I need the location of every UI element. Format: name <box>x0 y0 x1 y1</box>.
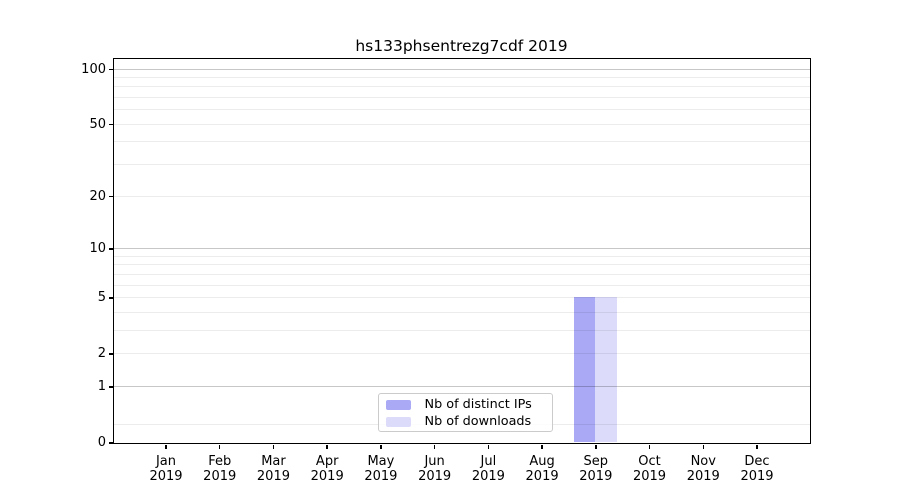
y-tick-mark-50 <box>108 124 113 126</box>
x-tick-label-may: May 2019 <box>341 454 421 484</box>
y-tick-label-100: 100 <box>81 61 106 77</box>
x-tick-mark-aug <box>541 444 543 449</box>
x-tick-mark-may <box>380 444 382 449</box>
x-tick-month: Sep <box>583 453 609 469</box>
x-tick-mark-jun <box>433 444 436 449</box>
x-tick-mark-nov <box>702 444 704 449</box>
x-tick-year: 2019 <box>579 468 613 484</box>
x-tick-mark-sep <box>595 444 597 449</box>
x-tick-year: 2019 <box>740 468 774 484</box>
x-tick-year: 2019 <box>149 468 183 484</box>
gridline-y-5 <box>113 296 810 298</box>
y-tick-label-2: 2 <box>97 346 106 362</box>
y-tick-mark-1 <box>108 386 113 388</box>
gridline-y-100 <box>113 68 810 70</box>
gridline-y-80 <box>113 86 810 88</box>
x-tick-month: Oct <box>638 453 661 469</box>
x-tick-year: 2019 <box>632 468 667 484</box>
y-tick-mark-5 <box>108 297 113 299</box>
y-tick-label-50: 50 <box>89 116 106 132</box>
x-tick-label-nov: Nov 2019 <box>663 454 743 484</box>
gridline-y-60 <box>113 109 810 111</box>
x-tick-label-apr: Apr 2019 <box>287 454 367 484</box>
gridline-y-3 <box>113 329 810 331</box>
x-tick-label-jun: Jun 2019 <box>395 454 475 484</box>
y-tick-label-20: 20 <box>89 188 106 204</box>
x-tick-month: Aug <box>529 453 555 469</box>
legend-label-nb-of-downloads: Nb of downloads <box>424 414 532 430</box>
x-tick-month: Jan <box>155 453 177 469</box>
y-tick-mark-100 <box>108 68 113 71</box>
y-tick-label-10: 10 <box>89 240 106 256</box>
y-tick-mark-2 <box>108 353 113 355</box>
x-tick-year: 2019 <box>310 468 344 484</box>
x-tick-label-jan: Jan 2019 <box>126 454 206 484</box>
legend-label-nb-of-distinct-ips: Nb of distinct IPs <box>424 397 532 413</box>
x-tick-month: Nov <box>690 453 716 469</box>
legend-swatch-nb-of-distinct-ips <box>385 399 411 410</box>
x-tick-label-jul: Jul 2019 <box>448 454 528 484</box>
gridline-y-20 <box>113 195 810 197</box>
x-tick-mark-jan <box>165 444 167 449</box>
legend-item-nb-of-distinct-ips: Nb of distinct IPs <box>385 397 552 413</box>
y-tick-label-5: 5 <box>97 289 106 305</box>
y-tick-mark-20 <box>108 195 113 198</box>
gridline-y-9 <box>113 255 810 257</box>
x-tick-mark-feb <box>219 444 221 449</box>
legend: Nb of distinct IPs Nb of downloads <box>377 392 553 432</box>
plot-area: Nb of distinct IPs Nb of downloads <box>112 57 811 444</box>
x-tick-year: 2019 <box>525 468 559 484</box>
gridline-y-30 <box>113 164 810 166</box>
y-tick-label-0: 0 <box>97 435 106 450</box>
x-tick-month: Mar <box>261 453 286 469</box>
gridline-y-8 <box>113 264 810 266</box>
gridline-y-40 <box>113 141 810 143</box>
x-tick-month: Jun <box>424 453 445 469</box>
x-tick-mark-dec <box>756 444 758 449</box>
x-tick-year: 2019 <box>686 468 720 484</box>
gridline-y-50 <box>113 123 810 125</box>
x-tick-mark-jul <box>487 444 490 449</box>
x-tick-label-feb: Feb 2019 <box>180 454 260 484</box>
bar-nb-of-downloads-sep-2019 <box>595 297 617 443</box>
x-tick-month: May <box>367 453 395 469</box>
gridline-y-6 <box>113 284 810 286</box>
x-tick-mark-apr <box>326 444 328 449</box>
x-tick-year: 2019 <box>418 468 452 484</box>
x-tick-label-mar: Mar 2019 <box>233 454 313 484</box>
gridline-y-1 <box>113 385 810 387</box>
gridline-y-90 <box>113 76 810 78</box>
gridline-y-4 <box>113 311 810 313</box>
x-tick-year: 2019 <box>256 468 290 484</box>
legend-swatch-nb-of-downloads <box>385 416 411 427</box>
x-tick-mark-oct <box>648 444 651 449</box>
y-tick-mark-10 <box>108 248 113 250</box>
y-tick-mark-0 <box>108 442 113 444</box>
gridline-y-70 <box>113 97 810 99</box>
x-tick-mark-mar <box>272 444 275 449</box>
x-tick-year: 2019 <box>364 468 398 484</box>
y-tick-label-1: 1 <box>97 378 106 394</box>
x-tick-month: Feb <box>208 453 232 469</box>
gridline-y-7 <box>113 273 810 275</box>
x-tick-year: 2019 <box>203 468 237 484</box>
x-tick-month: Jul <box>480 453 497 469</box>
x-tick-label-aug: Aug 2019 <box>502 454 582 484</box>
gridline-y-10 <box>113 247 810 249</box>
x-tick-label-dec: Dec 2019 <box>717 454 797 484</box>
x-tick-month: Apr <box>315 453 339 469</box>
gridline-y-2 <box>113 353 810 355</box>
x-tick-label-oct: Oct 2019 <box>610 454 690 484</box>
legend-item-nb-of-downloads: Nb of downloads <box>385 414 552 430</box>
x-tick-year: 2019 <box>471 468 505 484</box>
x-tick-label-sep: Sep 2019 <box>556 454 636 484</box>
chart-title: hs133phsentrezg7cdf 2019 <box>355 37 568 55</box>
bar-nb-of-distinct-ips-sep-2019 <box>573 297 596 443</box>
x-tick-month: Dec <box>744 453 770 469</box>
